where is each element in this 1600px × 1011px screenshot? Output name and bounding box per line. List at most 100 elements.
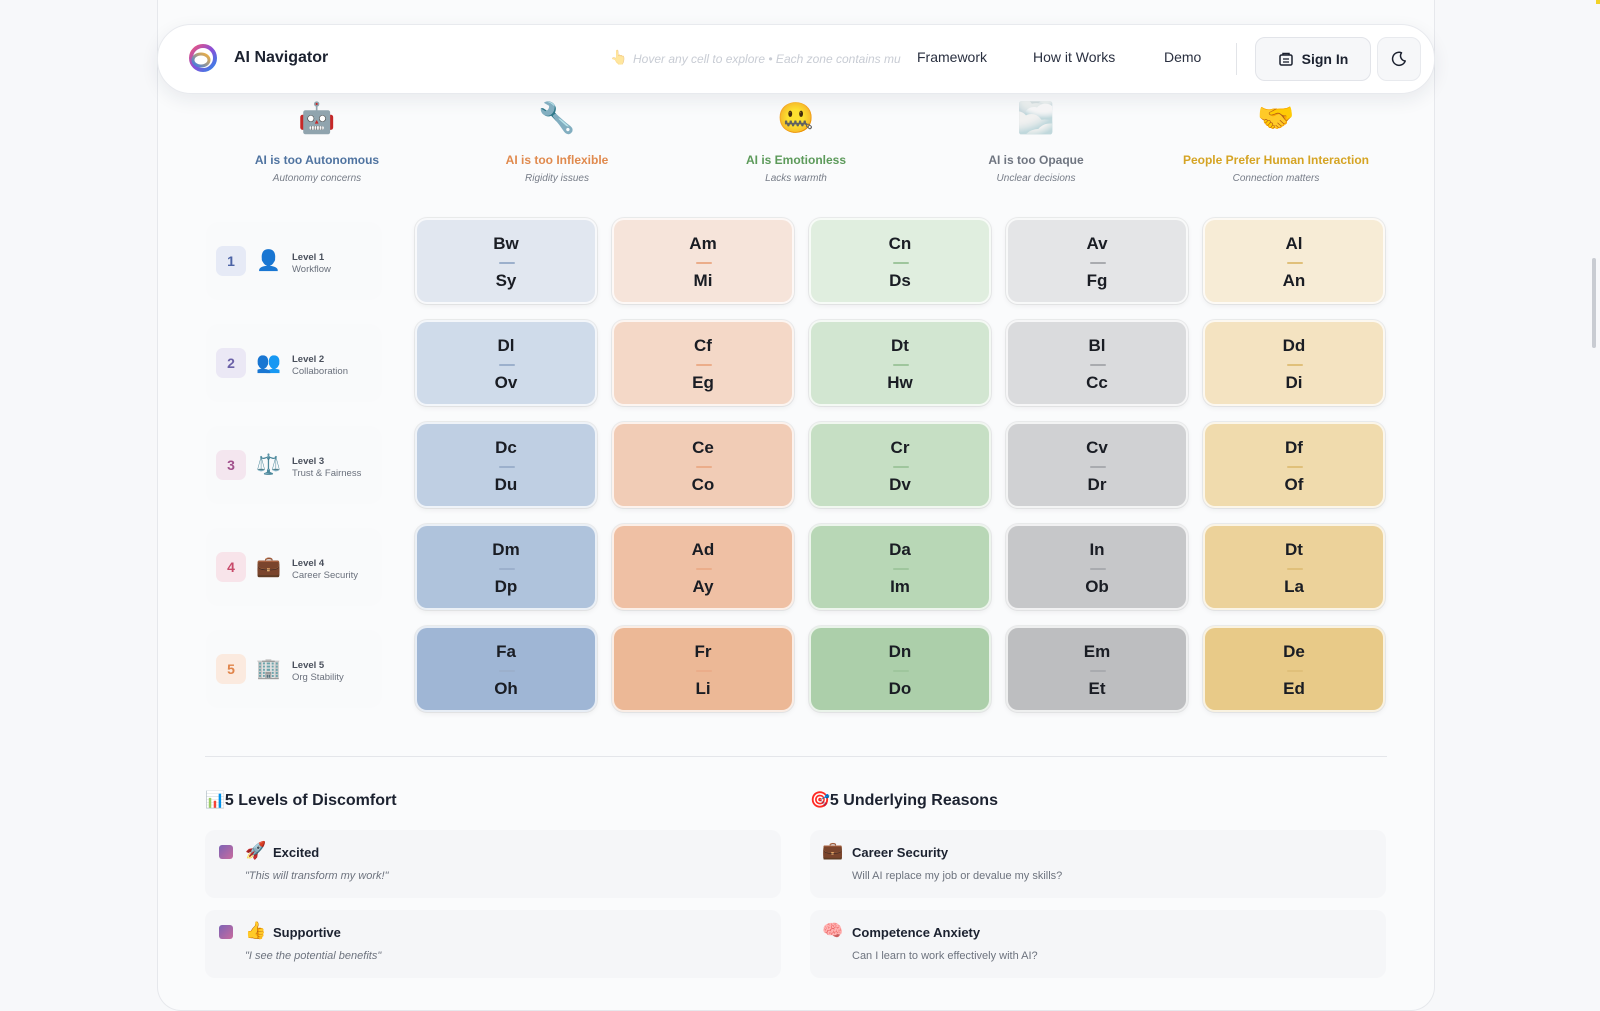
grid-cell-r4-c2[interactable]: Ad Ay — [612, 524, 794, 610]
column-title: People Prefer Human Interaction — [1182, 153, 1370, 167]
cell-code-top: Dn — [888, 642, 912, 661]
people-icon: 👥 — [256, 352, 281, 374]
grid-cell-r1-c2[interactable]: Am Mi — [612, 218, 794, 304]
cell-divider — [1287, 466, 1303, 468]
cell-code-bottom: Co — [691, 475, 715, 494]
column-subtitle: Lacks warmth — [765, 173, 827, 184]
nav-demo[interactable]: Demo — [1164, 49, 1202, 65]
reason-item-desc: Can I learn to work effectively with AI? — [852, 950, 1038, 962]
grid-cell-r5-c1[interactable]: Fa Oh — [415, 626, 597, 712]
grid-cell-r1-c5[interactable]: Al An — [1203, 218, 1385, 304]
level-item-excited[interactable]: 🚀 Excited "This will transform my work!" — [205, 830, 781, 898]
grid-cell-r4-c3[interactable]: Da Im — [809, 524, 991, 610]
cell-divider — [893, 568, 909, 570]
grid-cell-r2-c5[interactable]: Dd Di — [1203, 320, 1385, 406]
pointing-hand-icon: 👆 — [610, 49, 628, 65]
column-header-4[interactable]: 🌫️ AI is too Opaque Unclear decisions — [936, 100, 1136, 184]
cell-code-bottom: Ay — [692, 577, 714, 596]
grid-cell-r5-c3[interactable]: Dn Do — [809, 626, 991, 712]
target-icon: 🎯 — [810, 792, 830, 809]
grid-cell-r5-c4[interactable]: Em Et — [1006, 626, 1188, 712]
grid-cell-r3-c3[interactable]: Cr Dv — [809, 422, 991, 508]
reasons-section-title: 🎯5 Underlying Reasons — [810, 792, 998, 809]
cell-code-bottom: Eg — [692, 373, 714, 392]
cell-divider — [893, 670, 909, 672]
grid-cell-r1-c4[interactable]: Av Fg — [1006, 218, 1188, 304]
reason-item-competence-anxiety[interactable]: 🧠 Competence Anxiety Can I learn to work… — [810, 910, 1386, 978]
grid-cell-r5-c2[interactable]: Fr Li — [612, 626, 794, 712]
column-subtitle: Rigidity issues — [525, 173, 589, 184]
cell-code-top: Av — [1086, 234, 1108, 253]
reason-item-career-security[interactable]: 💼 Career Security Will AI replace my job… — [810, 830, 1386, 898]
column-header-3[interactable]: 🤐 AI is Emotionless Lacks warmth — [696, 100, 896, 184]
sign-in-label: Sign In — [1301, 51, 1349, 67]
level-label: Level 1 — [292, 252, 325, 263]
cell-code-top: Df — [1285, 438, 1303, 457]
cell-divider — [499, 670, 515, 672]
level-row-label-5[interactable]: 5 🏢 Level 5 Org Stability — [206, 630, 382, 708]
scrollbar-thumb[interactable] — [1592, 258, 1596, 348]
level-name: Career Security — [292, 570, 358, 581]
column-title: AI is too Autonomous — [254, 153, 380, 167]
level-item-supportive[interactable]: 👍 Supportive "I see the potential benefi… — [205, 910, 781, 978]
column-header-1[interactable]: 🤖 AI is too Autonomous Autonomy concerns — [217, 100, 417, 184]
grid-cell-r4-c4[interactable]: In Ob — [1006, 524, 1188, 610]
grid-cell-r4-c1[interactable]: Dm Dp — [415, 524, 597, 610]
cell-divider — [893, 262, 909, 264]
thumbs-up-icon: 👍 — [245, 921, 267, 940]
reason-item-title: Career Security — [852, 845, 949, 860]
cell-code-top: Em — [1083, 642, 1111, 661]
grid-cell-r1-c3[interactable]: Cn Ds — [809, 218, 991, 304]
cell-code-top: Da — [889, 540, 911, 559]
cell-code-top: Cv — [1086, 438, 1108, 457]
theme-toggle-button[interactable] — [1377, 37, 1421, 81]
cell-code-top: Bw — [493, 234, 519, 253]
level-name: Trust & Fairness — [292, 468, 362, 479]
logo-icon[interactable] — [188, 43, 218, 73]
grid-cell-r5-c5[interactable]: De Ed — [1203, 626, 1385, 712]
column-subtitle: Unclear decisions — [996, 173, 1076, 184]
cell-code-top: De — [1283, 642, 1305, 661]
cell-divider — [696, 568, 712, 570]
column-header-5[interactable]: 🤝 People Prefer Human Interaction Connecti… — [1176, 100, 1376, 184]
cell-code-bottom: Et — [1088, 679, 1106, 698]
grid-cell-r1-c1[interactable]: Bw Sy — [415, 218, 597, 304]
grid-cell-r3-c2[interactable]: Ce Co — [612, 422, 794, 508]
cell-code-top: Ad — [691, 540, 715, 559]
level-row-label-2[interactable]: 2 👥 Level 2 Collaboration — [206, 324, 382, 402]
cell-divider — [499, 568, 515, 570]
bar-chart-icon: 📊 — [205, 792, 225, 809]
cell-code-bottom: Ed — [1283, 679, 1305, 698]
column-title: AI is too Inflexible — [505, 153, 609, 167]
cell-code-top: Cf — [694, 336, 712, 355]
grid-cell-r2-c4[interactable]: Bl Cc — [1006, 320, 1188, 406]
grid-cell-r3-c4[interactable]: Cv Dr — [1006, 422, 1188, 508]
grid-cell-r4-c5[interactable]: Dt La — [1203, 524, 1385, 610]
cell-divider — [1090, 466, 1106, 468]
grid-cell-r3-c1[interactable]: Dc Du — [415, 422, 597, 508]
nav-how-it-works[interactable]: How it Works — [1033, 49, 1116, 65]
cell-divider — [1287, 364, 1303, 366]
cell-divider — [1090, 568, 1106, 570]
login-icon — [1278, 52, 1293, 66]
column-header-2[interactable]: 🔧 AI is too Inflexible Rigidity issues — [457, 100, 657, 184]
grid-cell-r2-c1[interactable]: Dl Ov — [415, 320, 597, 406]
grid-cell-r2-c2[interactable]: Cf Eg — [612, 320, 794, 406]
level-row-label-3[interactable]: 3 ⚖️ Level 3 Trust & Fairness — [206, 426, 382, 504]
cell-divider — [1287, 262, 1303, 264]
cell-code-bottom: Im — [890, 577, 910, 596]
cell-code-bottom: Of — [1284, 475, 1304, 494]
cell-divider — [1090, 670, 1106, 672]
level-number-badge: 1 — [216, 246, 246, 276]
level-row-label-1[interactable]: 1 👤 Level 1 Workflow — [206, 222, 382, 300]
sign-in-button[interactable]: Sign In — [1255, 37, 1371, 81]
grid-cell-r2-c3[interactable]: Dt Hw — [809, 320, 991, 406]
level-item-title: Supportive — [273, 925, 341, 940]
level-row-label-4[interactable]: 4 💼 Level 4 Career Security — [206, 528, 382, 606]
cell-code-top: Dc — [495, 438, 517, 457]
top-navbar: AI Navigator 👆 Hover any cell to explore… — [157, 24, 1435, 94]
grid-cell-r3-c5[interactable]: Df Of — [1203, 422, 1385, 508]
cell-code-top: Dl — [497, 336, 515, 355]
nav-framework[interactable]: Framework — [917, 49, 988, 65]
brand-name[interactable]: AI Navigator — [234, 49, 329, 66]
